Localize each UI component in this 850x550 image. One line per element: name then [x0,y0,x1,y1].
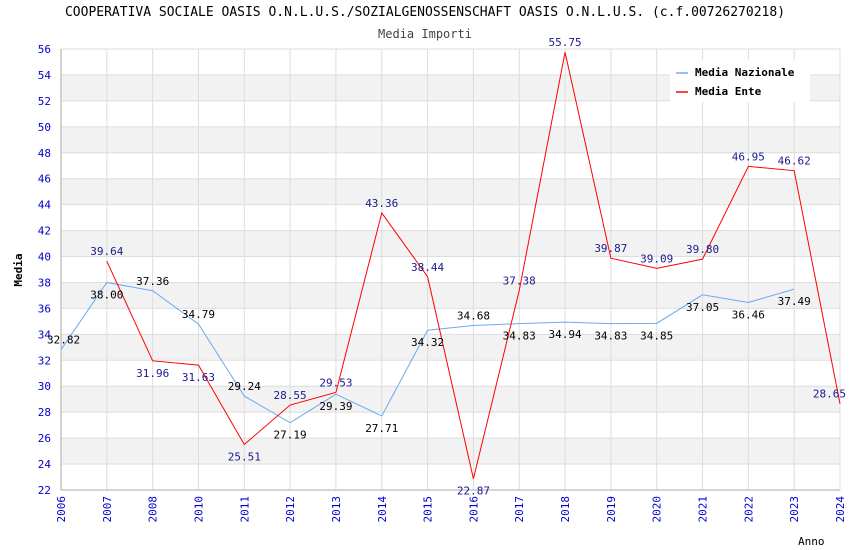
x-tick-label: 2010 [192,496,205,523]
y-tick-label: 48 [38,147,51,160]
y-tick-label: 34 [38,328,52,341]
data-label: 55.75 [548,36,581,49]
data-label: 39.09 [640,252,673,265]
grid-band [61,282,840,309]
data-label: 43.36 [365,197,398,210]
data-label: 31.63 [182,371,215,384]
x-tick-label: 2022 [742,496,755,523]
y-tick-label: 24 [38,458,52,471]
y-tick-label: 32 [38,354,51,367]
grid-band [61,178,840,205]
grid-band [61,334,840,361]
y-tick-label: 54 [38,69,52,82]
data-label: 46.62 [778,155,811,168]
data-label: 36.46 [732,308,765,321]
x-tick-label: 2023 [788,496,801,523]
y-tick-label: 52 [38,95,51,108]
y-tick-label: 28 [38,406,51,419]
x-axis-label: Anno [798,535,825,548]
data-label: 31.96 [136,367,169,380]
x-tick-label: 2014 [376,496,389,523]
x-tick-label: 2017 [513,496,526,523]
y-axis-label: Media [12,253,25,286]
data-label: 27.19 [274,429,307,442]
y-tick-label: 50 [38,121,51,134]
data-label: 39.87 [594,242,627,255]
x-tick-label: 2013 [330,496,343,523]
data-label: 46.95 [732,150,765,163]
x-tick-label: 2007 [101,496,114,523]
x-tick-label: 2021 [697,496,710,523]
data-label: 34.32 [411,336,444,349]
data-label: 34.68 [457,310,490,323]
chart-subtitle: Media Importi [378,27,472,41]
x-tick-label: 2018 [559,496,572,523]
data-label: 37.36 [136,275,169,288]
grid-band [61,230,840,257]
data-label: 37.38 [503,275,536,288]
legend-label: Media Ente [695,85,762,98]
x-tick-label: 2024 [834,496,847,523]
data-label: 29.39 [319,400,352,413]
y-tick-label: 40 [38,251,51,264]
series-line-nazionale [60,281,795,424]
data-label: 34.83 [503,330,536,343]
data-label: 34.79 [182,308,215,321]
x-tick-label: 2016 [467,496,480,523]
y-tick-label: 36 [38,302,51,315]
x-tick-label: 2006 [55,496,68,523]
data-label: 34.85 [640,329,673,342]
y-tick-label: 42 [38,225,51,238]
legend-label: Media Nazionale [695,66,795,79]
data-label: 39.64 [90,245,123,258]
chart-title: COOPERATIVA SOCIALE OASIS O.N.L.U.S./SOZ… [64,5,786,20]
data-label: 22.87 [457,485,490,498]
x-tick-label: 2012 [284,496,297,523]
data-label: 32.82 [47,334,80,347]
data-label: 29.53 [319,376,352,389]
y-tick-label: 44 [38,199,52,212]
data-label: 39.80 [686,243,719,256]
grid-band [61,126,840,153]
y-tick-label: 26 [38,432,51,445]
data-label: 29.24 [228,380,261,393]
data-label: 34.94 [548,328,581,341]
data-label: 37.49 [778,295,811,308]
data-label: 37.05 [686,301,719,314]
grid-band [61,438,840,465]
data-label: 28.65 [813,388,846,401]
legend-box [670,60,810,102]
data-label: 38.44 [411,261,444,274]
x-tick-label: 2008 [147,496,160,523]
y-tick-label: 56 [38,43,51,56]
y-tick-label: 46 [38,173,51,186]
data-label: 27.71 [365,422,398,435]
data-label: 34.83 [594,330,627,343]
series-line-ente [106,52,841,479]
y-tick-label: 30 [38,380,51,393]
y-tick-label: 38 [38,276,51,289]
data-label: 25.51 [228,450,261,463]
x-tick-label: 2019 [605,496,618,523]
x-tick-label: 2015 [422,496,435,523]
x-tick-label: 2020 [651,496,664,523]
x-tick-label: 2011 [238,496,251,523]
data-label: 38.00 [90,288,123,301]
y-tick-label: 22 [38,484,51,497]
data-label: 28.55 [274,389,307,402]
grid-band [61,386,840,413]
